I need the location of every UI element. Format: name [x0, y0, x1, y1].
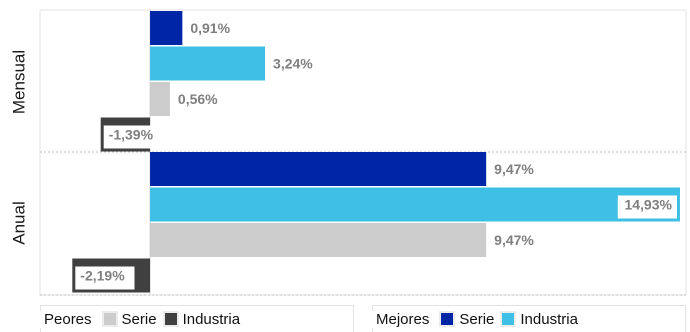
- value-label-bg-anual-peores-industria: [75, 266, 135, 290]
- legend-mejores: Mejores Serie Industria: [372, 305, 686, 332]
- legend-mejores-industria-label: Industria: [520, 310, 578, 328]
- bar-mensual-peores-serie: [150, 82, 170, 116]
- value-label-anual-mejores-industria: 14,93%: [624, 197, 672, 213]
- bar-anual-peores-serie: [150, 223, 487, 257]
- value-label-anual-peores-serie: 9,47%: [494, 232, 534, 248]
- value-label-bg-anual-mejores-industria: [617, 195, 677, 219]
- value-label-mensual-mejores-industria: 3,24%: [273, 56, 313, 72]
- value-label-mensual-peores-industria: -1,39%: [109, 127, 154, 143]
- legend-mejores-serie-label: Serie: [459, 310, 495, 328]
- value-label-mensual-peores-serie: 0,56%: [178, 91, 218, 107]
- bar-anual-mejores-serie: [150, 152, 487, 186]
- value-label-anual-mejores-serie: 9,47%: [494, 161, 534, 177]
- value-label-bg-mensual-peores-industria: [103, 125, 163, 149]
- legend-key-peores-serie: [101, 311, 118, 327]
- group-label-anual: Anual: [9, 201, 28, 244]
- legend-peores: Peores Serie Industria: [40, 305, 354, 332]
- bar-mensual-mejores-serie: [150, 11, 183, 45]
- legend-peores-title: Peores: [40, 310, 96, 328]
- legend-peores-serie-label: Serie: [121, 310, 157, 328]
- legend-mejores-title: Mejores: [372, 310, 434, 328]
- legend-key-peores-industria: [162, 311, 179, 327]
- bar-mensual-mejores-industria: [150, 46, 266, 81]
- legend-key-mejores-industria: [500, 311, 517, 327]
- legend-key-mejores-serie: [439, 311, 456, 327]
- value-label-mensual-mejores-serie: 0,91%: [190, 20, 230, 36]
- legend-peores-industria-label: Industria: [182, 310, 241, 328]
- group-label-mensual: Mensual: [9, 50, 28, 114]
- value-label-anual-peores-industria: -2,19%: [80, 268, 125, 284]
- bar-anual-mejores-industria: [150, 187, 680, 222]
